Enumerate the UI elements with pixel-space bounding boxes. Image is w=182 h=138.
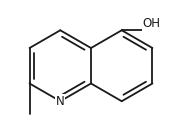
Text: OH: OH [143,17,161,30]
Text: N: N [56,95,65,108]
